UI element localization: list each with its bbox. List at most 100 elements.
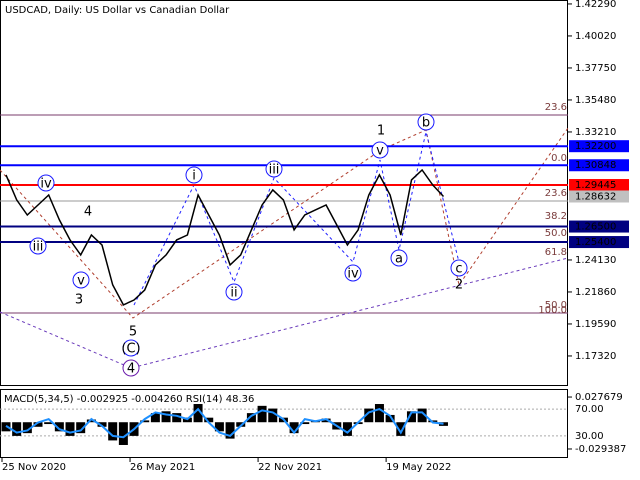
wave-label: iv [347,267,359,282]
level-label: 1.29445 [575,180,616,191]
macd-bar [65,422,75,436]
current-price-label: 1.28632 [575,191,616,202]
x-tick-label: 19 May 2022 [386,462,451,473]
wave-ring [29,237,47,255]
wave-ring [344,264,362,282]
macd-bar [97,422,107,427]
y-tick-label: 1.17320 [575,351,616,362]
wave-label: iii [33,240,44,255]
macd-bar [268,408,278,423]
wave-label: 4 [127,362,135,377]
macd-bar [44,422,54,425]
level-label: 1.30848 [575,160,616,171]
fib-label: 61.8 [545,247,567,258]
y-tick-label: 1.19590 [575,319,616,330]
wave-label: v [376,144,384,159]
wave-ring [122,359,140,377]
macd-bar [12,422,22,436]
wave-ring [265,160,283,178]
level-label: 1.32200 [575,141,616,152]
macd-bar [86,419,96,423]
wave-label: iv [40,177,52,192]
y-tick-label: 1.40020 [575,31,616,42]
wave-line [0,127,569,319]
x-tick-label: 25 Nov 2020 [2,462,66,473]
indicator-title: MACD(5,34,5) -0.002925 -0.004260 RSI(14)… [4,394,254,405]
y-tick-label: 1.37750 [575,63,616,74]
macd-bar [417,408,427,423]
macd-bar [385,414,395,423]
fib-label: 100.0 [538,305,567,316]
macd-bar [22,422,32,434]
wave-line [133,131,460,306]
wave-ring [122,339,140,357]
level-box [569,159,629,172]
chart-title: USDCAD, Daily: US Dollar vs Canadian Dol… [5,5,230,16]
macd-bar [406,411,416,423]
level-label: 1.26500 [575,222,616,233]
current-price-box [569,190,629,203]
wave-label: v [77,274,85,289]
macd-bar [214,422,224,432]
macd-bar [172,413,182,423]
macd-bar [108,422,118,441]
level-box [569,140,629,153]
macd-bar [257,405,267,423]
y-tick-label: 1.42290 [575,0,616,10]
wave-label: b [422,116,430,131]
macd-bar [76,422,86,434]
wave-ring [185,166,203,184]
fib-label: 0.0 [551,153,567,164]
fib-label: 38.2 [545,211,567,222]
macd-bar [118,422,128,445]
wave-label: (C) [121,342,140,357]
level-box [569,179,629,192]
macd-bar [289,422,299,434]
y-tick-label: 1.35480 [575,95,616,106]
macd-bar [193,404,203,423]
wave-label: ii [230,286,237,301]
y-tick-label: -0.029387 [575,444,626,455]
y-tick-label: 1.21860 [575,287,616,298]
wave-ring [417,113,435,131]
macd-bar [204,417,214,423]
y-tick-label: 1.33210 [575,127,616,138]
macd-bar [225,422,235,439]
macd-bar [140,420,150,423]
macd-bar [321,418,331,423]
wave-label: 3 [75,293,83,308]
wave-ring [371,141,389,159]
wave-ring [37,174,55,192]
wave-ring [450,259,468,277]
macd-bar [438,422,448,426]
macd-bar [246,413,256,423]
macd-bar [364,408,374,423]
wave-ring [390,249,408,267]
fib-label: 23.6 [545,188,567,199]
rsi-line [5,407,444,439]
macd-bar [396,422,406,436]
level-label: 1.25400 [575,237,616,248]
y2-tick-label: 30.00 [575,431,604,442]
wave-label: 2 [455,278,463,293]
x-tick-label: 26 May 2021 [130,462,195,473]
wave-label: a [395,252,403,267]
macd-bar [54,422,64,432]
macd-bar [374,404,384,423]
y-tick-label: 1.24130 [575,255,616,266]
wave-ring [72,271,90,289]
wave-label: iii [269,163,280,178]
wave-label: c [455,262,462,277]
macd-bar [300,422,310,425]
macd-bar [342,422,352,436]
price-panel [0,0,568,386]
macd-bar [33,422,43,427]
fib-label: 50.0 [545,228,567,239]
macd-bar [150,413,160,423]
fib-label: 23.6 [545,102,567,113]
y2-tick-label: 70.00 [575,404,604,415]
wave-label: 4 [84,205,92,220]
y-tick-label: 0.027679 [575,392,623,403]
level-box [569,220,629,233]
